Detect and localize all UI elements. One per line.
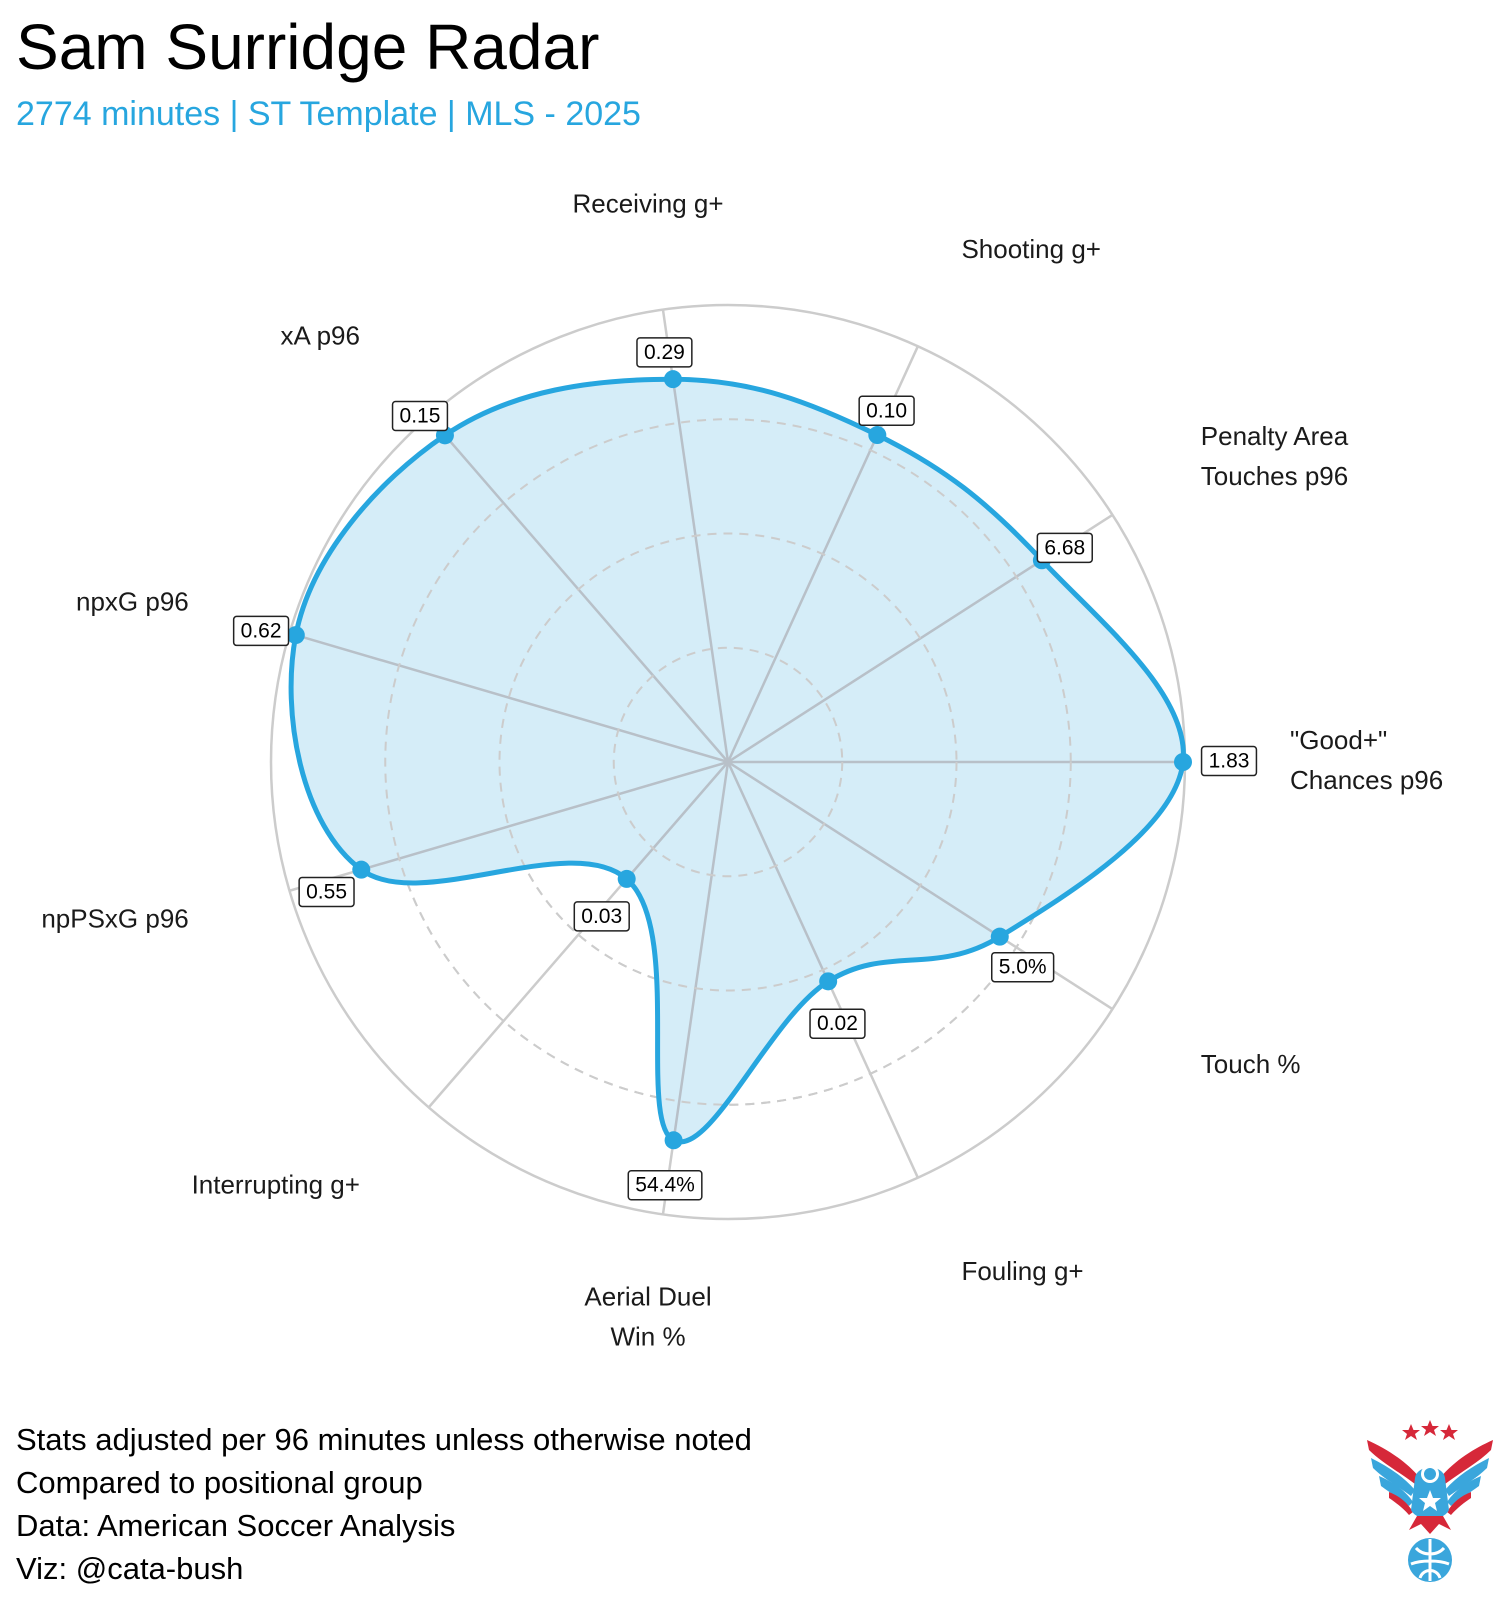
axis-label: Interrupting g+ [192,1170,360,1200]
radar-shape [286,370,1192,1150]
axis-spoke-inner [727,559,1043,764]
axis-label: Receiving g+ [572,189,723,219]
data-point [1174,753,1192,771]
value-label-box [298,876,355,908]
axis-spoke-inner [726,761,830,982]
axis-label: "Good+" Chances p96 [1290,725,1443,795]
footnote-adjustment: Stats adjusted per 96 minutes unless oth… [16,1422,752,1457]
data-point [617,869,636,888]
value-label-box [858,395,915,427]
value-label-text: 0.15 [400,404,441,427]
footnote-data-source: Data: American Soccer Analysis [16,1508,456,1543]
footnotes: Stats adjusted per 96 minutes unless oth… [16,1418,752,1590]
axis-label: Penalty Area Touches p96 [1201,421,1349,491]
axis-label: npPSxG p96 [41,903,188,933]
radar-outline [288,376,1186,1145]
axis-spoke-inner [295,633,729,764]
grid-ring-overlay [498,532,958,992]
value-label-text: 0.10 [866,399,907,422]
value-label-text: 0.03 [581,905,622,928]
value-label-text: 0.29 [644,341,685,364]
value-label: 0.03 [573,901,630,932]
value-label-text: 0.02 [817,1012,858,1035]
value-label-box [573,901,630,932]
grid-ring-overlay [384,418,1072,1106]
data-point [352,860,371,879]
data-point [663,370,682,389]
axis-spoke-inner [726,434,879,763]
value-label: 54.4% [627,1169,703,1201]
radar-labels: 1.83 "Good+" Chances p96 6.68 Penalty Area To… [41,189,1443,1352]
axis-spoke-inner [672,761,730,1141]
axis-label: Aerial Duel Win % [584,1281,711,1351]
value-label: 0.29 [636,337,693,368]
data-point [819,972,838,991]
value-label-box [232,615,290,647]
value-label: 5.0% [990,951,1055,983]
axis-label: Shooting g+ [961,234,1101,264]
value-label-box [627,1169,703,1201]
value-label-text: 0.55 [306,880,347,903]
value-label: 0.02 [809,1008,866,1039]
data-point [664,1131,683,1150]
radar-area [291,379,1184,1142]
footnote-comparison: Compared to positional group [16,1465,423,1500]
chart-subtitle: 2774 minutes | ST Template | MLS - 2025 [16,95,641,133]
data-point [286,626,305,645]
eagle-soccer-logo [1367,1420,1493,1582]
value-label-text: 5.0% [999,956,1047,979]
value-label: 1.83 [1200,745,1258,777]
value-label-box [990,951,1055,983]
value-label-box [809,1008,866,1039]
value-label: 6.68 [1036,532,1093,564]
value-label: 0.55 [298,876,355,908]
value-label-text: 6.68 [1044,536,1085,559]
value-label-box [636,337,693,368]
value-label-text: 1.83 [1209,750,1250,773]
value-label: 0.62 [232,615,290,647]
axis-spoke-inner [727,760,1001,938]
chart-title: Sam Surridge Radar [16,11,600,83]
axis-label: npxG p96 [76,587,189,617]
value-label-box [1200,745,1258,777]
axis-spoke-inner [625,761,729,880]
axis-spoke-inner [671,379,730,763]
value-label-box [1036,532,1093,564]
grid-ring-overlay [612,646,844,878]
data-point [990,927,1009,946]
axis-spoke-inner [360,760,729,871]
value-label: 0.15 [391,400,449,432]
axis-label: Touch % [1201,1049,1301,1079]
value-label: 0.10 [858,395,915,427]
value-label-text: 54.4% [635,1174,695,1197]
value-label-box [391,400,449,432]
footnote-viz-credit: Viz: @cata-bush [16,1551,244,1586]
axis-label: xA p96 [280,320,360,350]
axis-spoke-inner [443,434,729,763]
value-label-text: 0.62 [241,619,282,642]
data-point [868,426,887,445]
axis-label: Fouling g+ [961,1256,1083,1286]
